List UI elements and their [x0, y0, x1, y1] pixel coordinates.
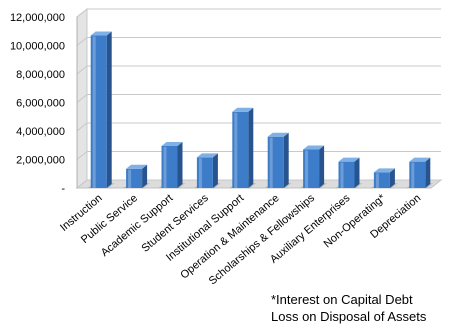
y-tick-label: 6,000,000	[16, 98, 65, 110]
bar-highlight	[305, 150, 309, 188]
bar-side	[425, 157, 431, 188]
footnote-line-2: Loss on Disposal of Assets	[271, 309, 427, 324]
bar-highlight	[128, 169, 132, 188]
bar	[267, 136, 284, 188]
bar-top	[196, 153, 218, 158]
bar	[161, 145, 178, 188]
gridline	[76, 65, 441, 75]
bar	[90, 35, 107, 189]
bar	[409, 161, 426, 188]
bar-side	[177, 141, 183, 188]
bar	[126, 168, 143, 188]
bar-side	[283, 132, 289, 188]
bar	[373, 172, 390, 188]
y-tick-label: 2,000,000	[16, 155, 65, 167]
gridline	[76, 151, 441, 160]
bar-side	[248, 107, 254, 188]
gridline	[76, 8, 441, 18]
y-tick-label: 4,000,000	[16, 126, 65, 138]
gridline	[76, 37, 441, 46]
bar-top	[161, 141, 183, 146]
bar-top	[126, 164, 148, 169]
bar-highlight	[198, 158, 202, 188]
bar-top	[373, 168, 395, 173]
bar-side	[142, 164, 148, 188]
gridline	[76, 122, 441, 132]
bar-highlight	[269, 137, 273, 188]
x-category-label: Non-Operating*	[322, 192, 389, 251]
y-tick-label: 10,000,000	[10, 41, 65, 53]
bar-side	[106, 31, 112, 189]
bar	[303, 149, 320, 188]
footnote-line-1: *Interest on Capital Debt	[271, 292, 413, 307]
y-tick-label: 12,000,000	[10, 12, 65, 24]
bar-highlight	[234, 112, 238, 188]
bar-highlight	[163, 146, 167, 188]
bar-top	[409, 157, 431, 162]
bar-highlight	[92, 36, 96, 189]
bar-side	[212, 153, 218, 188]
bar	[232, 111, 249, 188]
bar-highlight	[340, 162, 344, 188]
bar-top	[338, 157, 360, 162]
bar-top	[232, 107, 254, 112]
y-tick-label: 8,000,000	[16, 69, 65, 81]
bar-top	[90, 31, 112, 36]
bar-side	[319, 145, 325, 188]
y-tick-label: -	[61, 183, 65, 195]
bar-side	[389, 168, 395, 188]
bar-top	[303, 145, 325, 150]
bar-highlight	[375, 173, 379, 188]
bar-highlight	[411, 162, 415, 188]
bar	[196, 157, 213, 188]
bar	[338, 161, 355, 188]
bar-side	[354, 157, 360, 188]
gridline	[76, 94, 441, 103]
bar-top	[267, 132, 289, 137]
